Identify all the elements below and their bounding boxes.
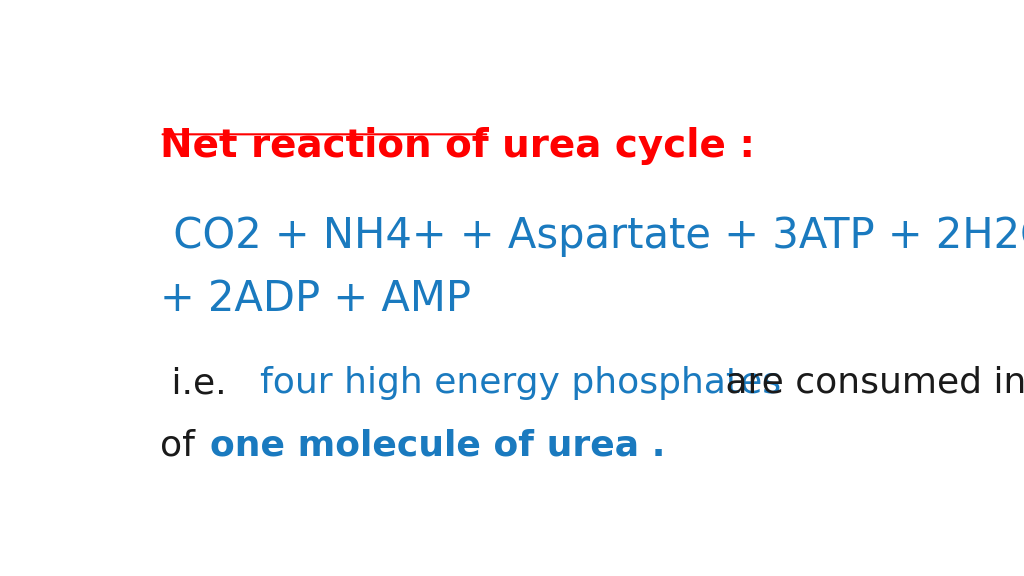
Text: + 2ADP + AMP: + 2ADP + AMP <box>160 278 471 320</box>
Text: Net reaction of urea cycle :: Net reaction of urea cycle : <box>160 127 755 165</box>
Text: one molecule of urea .: one molecule of urea . <box>210 429 666 463</box>
Text: i.e.: i.e. <box>160 366 238 400</box>
Text: four high energy phosphates: four high energy phosphates <box>260 366 781 400</box>
Text: of: of <box>160 429 206 463</box>
Text: are consumed in the synthesis: are consumed in the synthesis <box>714 366 1024 400</box>
Text: CO2 + NH4+ + Aspartate + 3ATP + 2H2O → Urea + Fumarate: CO2 + NH4+ + Aspartate + 3ATP + 2H2O → U… <box>160 215 1024 257</box>
